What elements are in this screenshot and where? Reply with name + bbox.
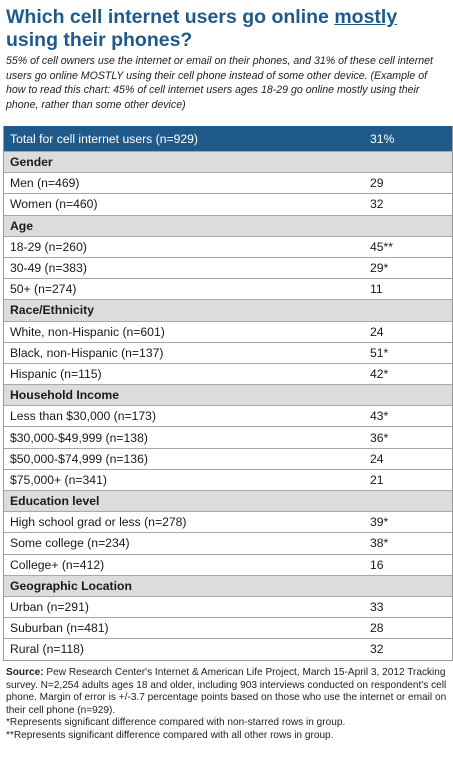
page-subtitle: 55% of cell owners use the internet or e… bbox=[6, 55, 433, 111]
footnote-double-star: **Represents significant difference comp… bbox=[6, 729, 334, 741]
group-header-row: Gender bbox=[4, 151, 452, 173]
table-row: Hispanic (n=115) 42* bbox=[4, 362, 452, 385]
source-label: Source: bbox=[6, 667, 44, 678]
row-value: 28 bbox=[370, 621, 384, 636]
total-row: Total for cell internet users (n=929) 31… bbox=[4, 126, 452, 151]
row-label: $50,000-$74,999 (n=136) bbox=[10, 451, 148, 466]
table-row: Black, non-Hispanic (n=137) 51* bbox=[4, 341, 452, 363]
table-row: Less than $30,000 (n=173) 43* bbox=[4, 405, 452, 427]
table-row: College+ (n=412) 16 bbox=[4, 553, 452, 575]
row-value: 32 bbox=[370, 197, 384, 212]
row-label: Men (n=469) bbox=[10, 176, 80, 191]
title-emphasis: mostly bbox=[334, 6, 398, 28]
footer-notes: Source: Pew Research Center's Internet &… bbox=[6, 667, 450, 743]
table-row: $30,000-$49,999 (n=138) 36* bbox=[4, 426, 452, 448]
table-row: Men (n=469) 29 bbox=[4, 172, 452, 194]
group-header-label: Education level bbox=[10, 494, 100, 509]
group-header-label: Geographic Location bbox=[10, 578, 132, 593]
table-row: Women (n=460) 32 bbox=[4, 193, 452, 215]
row-value: 32 bbox=[370, 642, 384, 657]
group-header-label: Race/Ethnicity bbox=[10, 303, 94, 318]
row-label: Women (n=460) bbox=[10, 197, 98, 212]
group-header-label: Household Income bbox=[10, 388, 120, 403]
row-value: 29 bbox=[370, 176, 384, 191]
source-note: Source: Pew Research Center's Internet &… bbox=[6, 667, 450, 717]
row-value: 16 bbox=[370, 557, 384, 572]
row-label: Less than $30,000 (n=173) bbox=[10, 409, 157, 424]
table-row: Suburban (n=481) 28 bbox=[4, 617, 452, 639]
group-header-row: Household Income bbox=[4, 384, 452, 406]
row-label: 50+ (n=274) bbox=[10, 282, 77, 297]
row-label: 18-29 (n=260) bbox=[10, 239, 87, 254]
table-row: Some college (n=234) 38* bbox=[4, 532, 452, 554]
row-value: 29* bbox=[370, 261, 389, 276]
row-label: Urban (n=291) bbox=[10, 600, 89, 615]
row-label: $75,000+ (n=341) bbox=[10, 472, 107, 487]
row-label: Hispanic (n=115) bbox=[10, 366, 102, 381]
table-row: White, non-Hispanic (n=601) 24 bbox=[4, 320, 452, 342]
table-row: 50+ (n=274) 11 bbox=[4, 278, 452, 300]
row-value: 24 bbox=[370, 451, 384, 466]
row-value: 24 bbox=[370, 324, 384, 339]
row-value: 45** bbox=[370, 239, 394, 254]
table-row: $75,000+ (n=341) 21 bbox=[4, 468, 452, 490]
row-value: 36* bbox=[370, 430, 389, 445]
table-row: 30-49 (n=383) 29* bbox=[4, 256, 452, 279]
row-label: Some college (n=234) bbox=[10, 536, 130, 551]
row-label: White, non-Hispanic (n=601) bbox=[10, 324, 165, 339]
row-value: 43* bbox=[370, 409, 389, 424]
row-label: 30-49 (n=383) bbox=[10, 261, 87, 276]
total-value: 31% bbox=[370, 131, 395, 146]
source-text: Pew Research Center's Internet & America… bbox=[6, 667, 447, 716]
table-row: High school grad or less (n=278) 39* bbox=[4, 511, 452, 533]
total-label: Total for cell internet users (n=929) bbox=[10, 131, 198, 146]
row-label: Suburban (n=481) bbox=[10, 621, 109, 636]
row-value: 42* bbox=[370, 366, 389, 381]
page-title: Which cell internet users go online most… bbox=[6, 6, 446, 52]
row-value: 38* bbox=[370, 536, 389, 551]
table-row: Rural (n=118) 32 bbox=[4, 638, 452, 660]
title-pre: Which cell internet users go online bbox=[6, 6, 335, 28]
row-label: College+ (n=412) bbox=[10, 557, 105, 572]
group-header-row: Race/Ethnicity bbox=[4, 299, 452, 321]
title-post: using their phones? bbox=[6, 29, 193, 51]
table-row: $50,000-$74,999 (n=136) 24 bbox=[4, 447, 452, 469]
row-label: Rural (n=118) bbox=[10, 642, 84, 657]
row-value: 33 bbox=[370, 600, 384, 615]
group-header-row: Age bbox=[4, 214, 452, 236]
group-header-row: Education level bbox=[4, 490, 452, 512]
row-label: $30,000-$49,999 (n=138) bbox=[10, 430, 148, 445]
row-label: High school grad or less (n=278) bbox=[10, 515, 187, 530]
row-value: 39* bbox=[370, 515, 389, 530]
row-value: 11 bbox=[370, 282, 383, 297]
row-value: 21 bbox=[370, 472, 384, 487]
row-label: Black, non-Hispanic (n=137) bbox=[10, 345, 164, 360]
footnote-single-star: *Represents significant difference compa… bbox=[6, 717, 346, 729]
group-header-row: Geographic Location bbox=[4, 574, 452, 596]
table-row: Urban (n=291) 33 bbox=[4, 595, 452, 618]
data-table: Total for cell internet users (n=929) 31… bbox=[3, 126, 453, 661]
row-value: 51* bbox=[370, 345, 389, 360]
group-header-label: Age bbox=[10, 218, 34, 233]
table-row: 18-29 (n=260) 45** bbox=[4, 235, 452, 257]
group-header-label: Gender bbox=[10, 155, 53, 170]
